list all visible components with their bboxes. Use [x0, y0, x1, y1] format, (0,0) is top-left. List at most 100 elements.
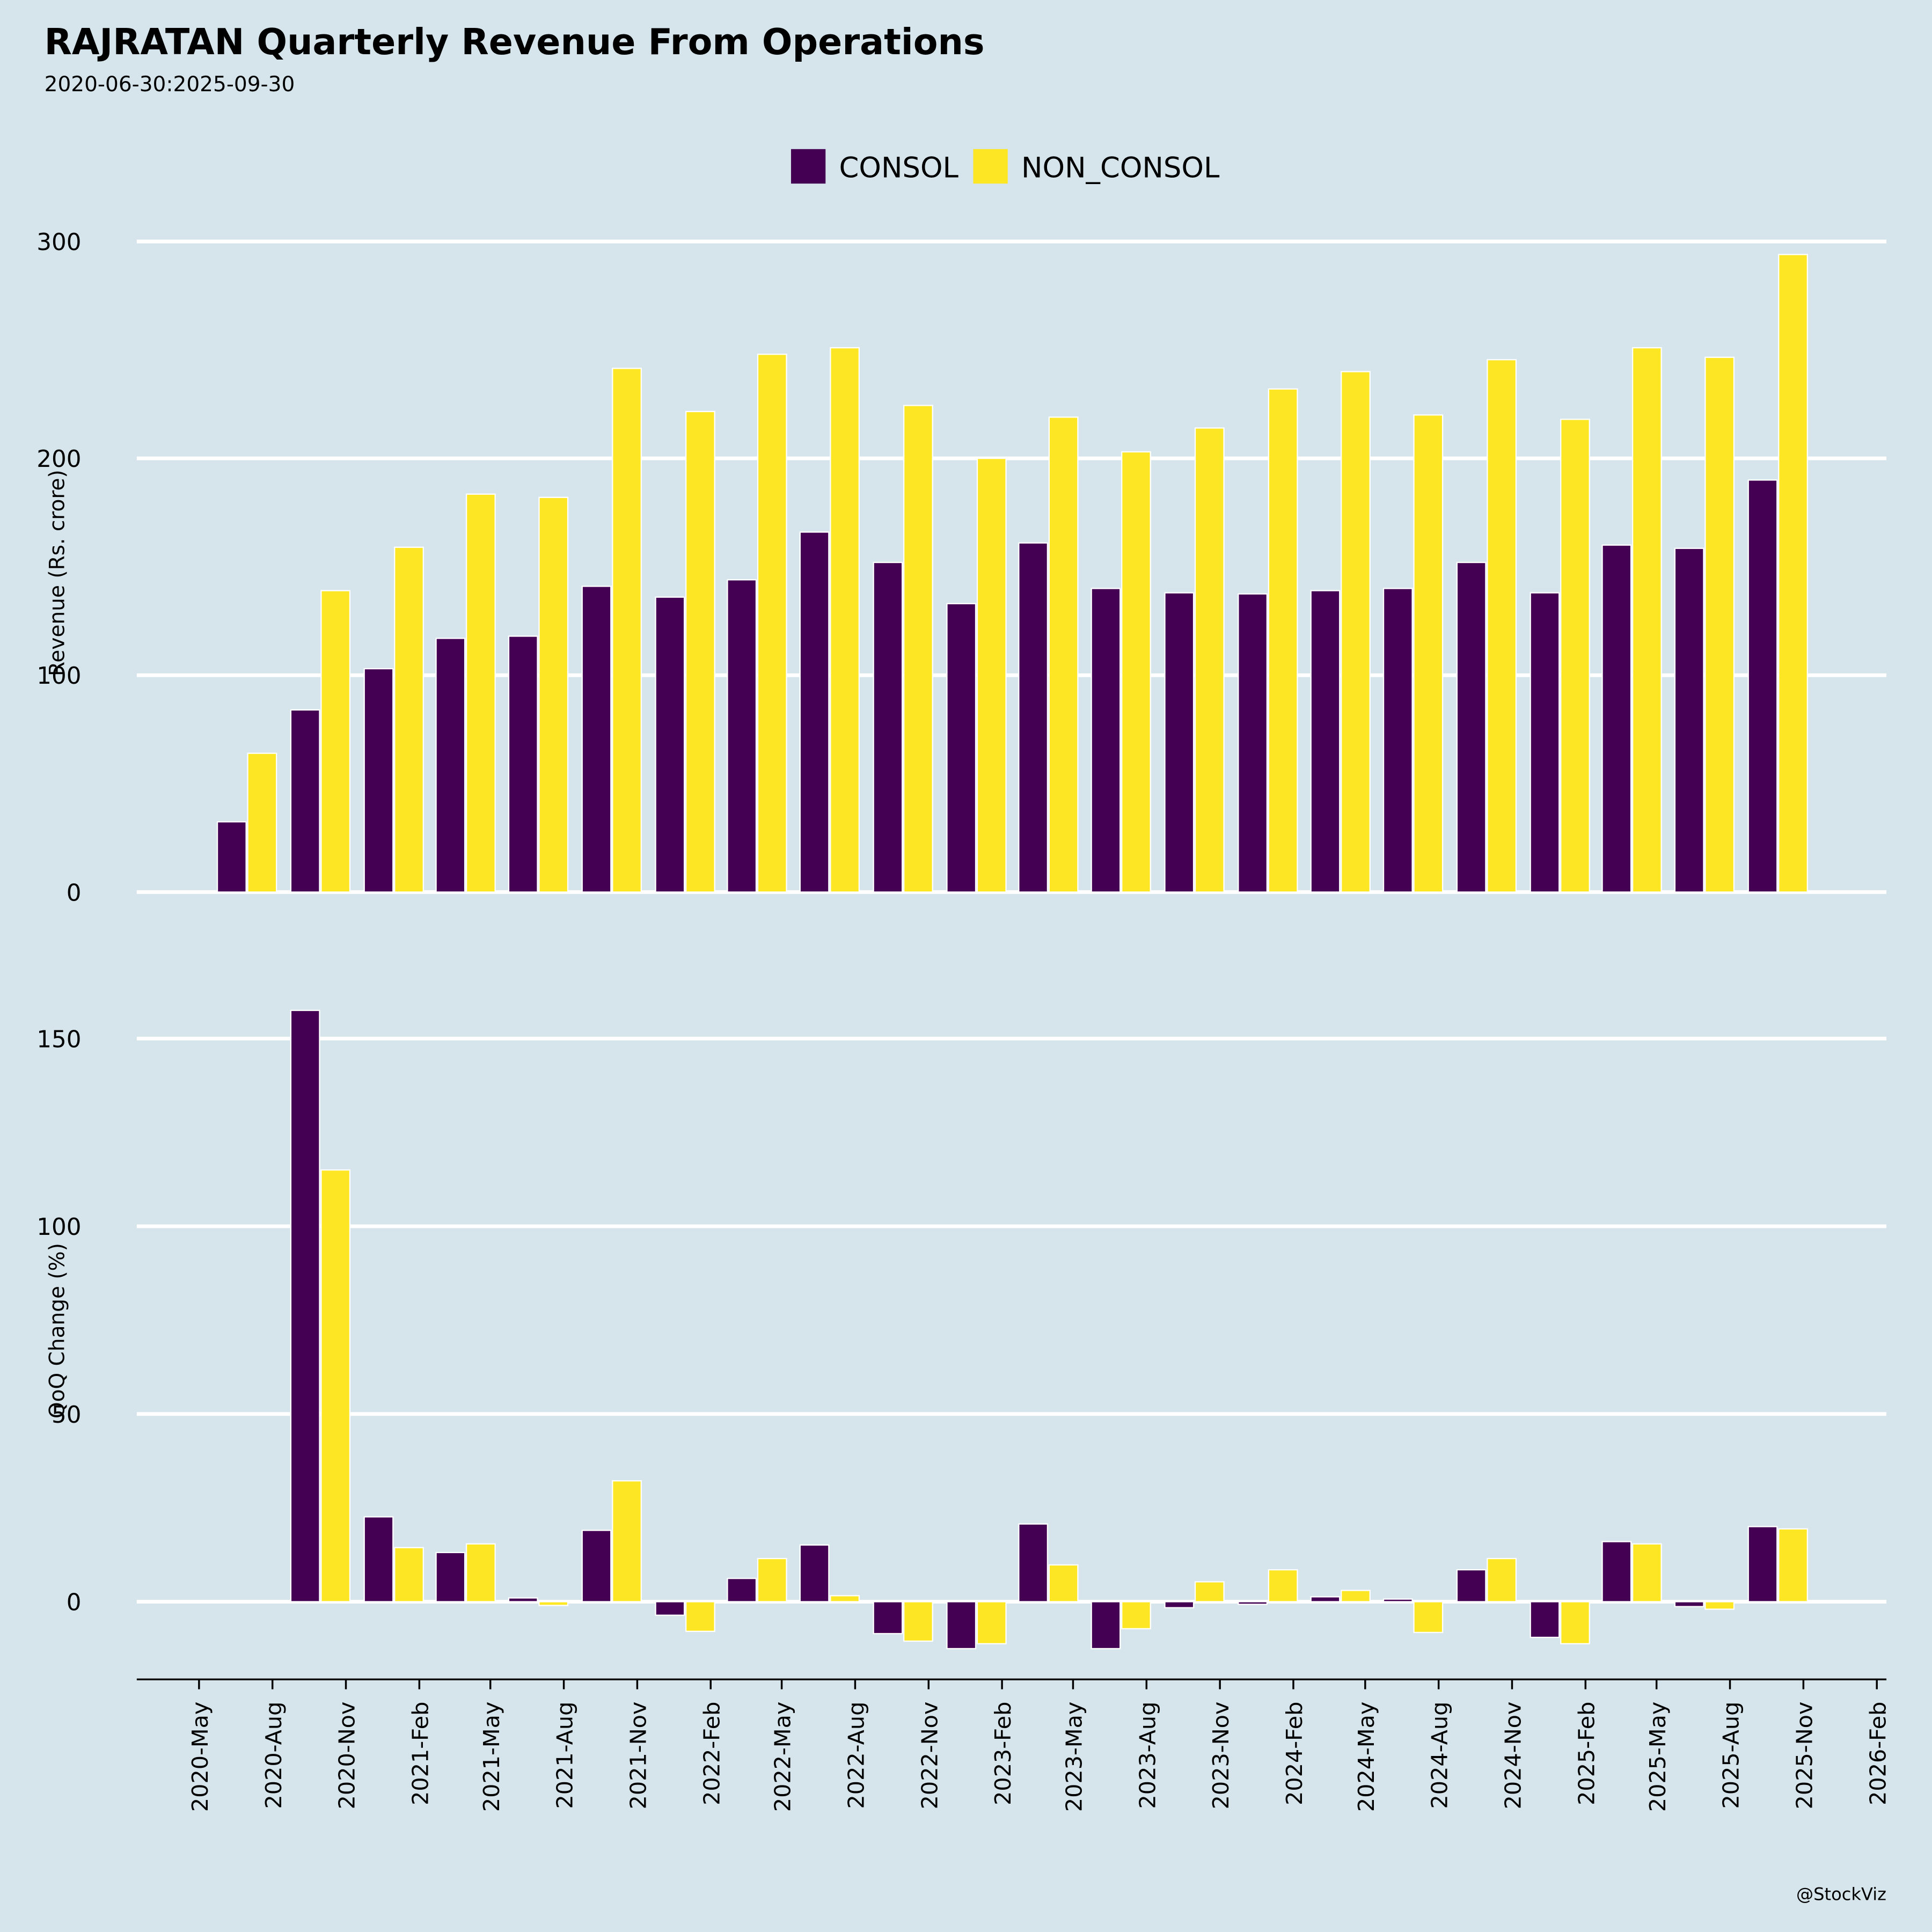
x-tick-label: 2020-May: [187, 1702, 213, 1812]
x-tick-label: 2022-Feb: [699, 1702, 724, 1805]
bar: [290, 709, 320, 893]
bar: [655, 596, 685, 893]
x-tick-label: 2021-Feb: [407, 1702, 433, 1805]
x-tick-label: 2026-Feb: [1865, 1702, 1891, 1805]
bar: [394, 1547, 424, 1602]
bar: [1194, 1581, 1225, 1602]
y-tick-label: 0: [67, 1590, 82, 1616]
bar: [1674, 547, 1704, 893]
bar: [655, 1601, 685, 1616]
x-tick-label: 2025-May: [1645, 1702, 1671, 1812]
bar: [581, 586, 612, 893]
bar: [320, 590, 351, 893]
bar: [363, 668, 394, 893]
bar: [976, 457, 1007, 893]
bar: [1529, 592, 1560, 893]
bar: [1704, 1601, 1735, 1610]
legend-label: NON_CONSOL: [1021, 152, 1220, 185]
bar: [830, 347, 860, 893]
x-tick-label: 2025-Aug: [1718, 1702, 1744, 1809]
bar: [1238, 593, 1268, 893]
x-tick-label: 2020-Nov: [334, 1702, 360, 1810]
bar: [685, 411, 715, 893]
x-tick-label: 2025-Feb: [1574, 1702, 1599, 1805]
bar: [363, 1516, 394, 1602]
bar: [830, 1595, 860, 1602]
x-tick-label: 2021-Nov: [625, 1702, 651, 1810]
bar: [465, 493, 496, 893]
bar: [1341, 371, 1371, 893]
bar: [612, 368, 642, 893]
credit: @StockViz: [1796, 1884, 1886, 1904]
x-tick-label: 2023-Aug: [1135, 1702, 1160, 1809]
bar: [1091, 1601, 1121, 1650]
bar: [1382, 588, 1413, 893]
bar: [1164, 1601, 1195, 1608]
bar: [1091, 588, 1121, 893]
bar: [873, 1601, 903, 1635]
bar: [1560, 1601, 1590, 1645]
bar: [1487, 1557, 1517, 1602]
bar: [1456, 561, 1487, 893]
bar: [1164, 592, 1195, 893]
bar: [1778, 254, 1808, 893]
y-tick-label: 200: [36, 446, 81, 473]
bar: [1747, 479, 1778, 893]
chart-title: RAJRATAN Quarterly Revenue From Operatio…: [45, 21, 985, 63]
bar: [1238, 1601, 1268, 1605]
bar: [1631, 347, 1662, 893]
bar: [1778, 1528, 1808, 1602]
bar: [799, 531, 830, 893]
y-tick-label: 300: [36, 229, 81, 256]
bar: [1121, 1601, 1151, 1630]
x-tick-label: 2023-May: [1062, 1702, 1087, 1812]
y-tick-label: 50: [52, 1402, 81, 1429]
chart-subtitle: 2020-06-30:2025-09-30: [45, 72, 295, 97]
x-tick-label: 2022-Nov: [917, 1702, 942, 1810]
y-tick-label: 0: [67, 880, 82, 906]
bar: [727, 1578, 757, 1602]
bar: [1268, 1569, 1298, 1602]
y-axis-label: Revenue (Rs. crore): [45, 470, 69, 676]
bar: [1018, 1523, 1049, 1602]
bar: [435, 638, 466, 893]
bar: [1704, 356, 1735, 893]
bar: [976, 1601, 1007, 1645]
x-tick-label: 2024-Nov: [1501, 1702, 1526, 1810]
bar: [757, 353, 787, 893]
bar: [1560, 419, 1590, 893]
y-tick-label: 150: [36, 1026, 81, 1053]
bar: [1529, 1601, 1560, 1638]
x-tick-label: 2022-May: [770, 1702, 796, 1812]
bar: [903, 1601, 933, 1642]
bar: [465, 1543, 496, 1602]
bar: [1456, 1569, 1487, 1602]
bar: [946, 1601, 977, 1650]
bar: [1413, 414, 1444, 893]
x-tick-label: 2021-Aug: [552, 1702, 578, 1809]
bar: [508, 635, 538, 893]
y-tick-label: 100: [36, 1214, 81, 1241]
x-tick-label: 2020-Aug: [261, 1702, 287, 1809]
bar: [685, 1601, 715, 1632]
bar: [394, 546, 424, 893]
bar: [538, 1601, 569, 1606]
x-tick-label: 2024-May: [1353, 1702, 1379, 1812]
x-tick-label: 2022-Aug: [844, 1702, 869, 1809]
bar: [727, 579, 757, 893]
bar: [581, 1529, 612, 1602]
bar: [1268, 388, 1298, 893]
bar: [247, 752, 277, 893]
bar: [1631, 1543, 1662, 1602]
bar: [1018, 542, 1049, 893]
bar: [612, 1480, 642, 1602]
x-tick-label: 2024-Feb: [1282, 1702, 1307, 1805]
x-tick-label: 2023-Feb: [990, 1702, 1016, 1805]
bar: [1382, 1598, 1413, 1602]
bar: [538, 496, 569, 893]
x-tick-label: 2025-Nov: [1791, 1702, 1817, 1810]
bar: [1048, 416, 1079, 893]
bar: [508, 1597, 538, 1602]
y-tick-label: 100: [36, 663, 81, 690]
